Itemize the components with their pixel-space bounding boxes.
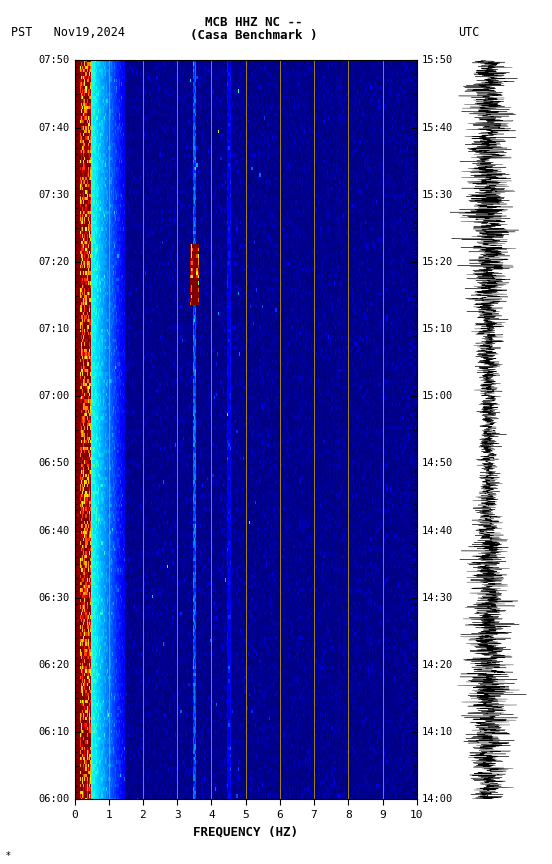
Text: 14:50: 14:50 bbox=[422, 459, 453, 468]
Text: 06:30: 06:30 bbox=[38, 593, 70, 603]
Text: 14:10: 14:10 bbox=[422, 727, 453, 737]
Text: 07:10: 07:10 bbox=[38, 324, 70, 334]
Text: 06:10: 06:10 bbox=[38, 727, 70, 737]
Text: 07:50: 07:50 bbox=[38, 55, 70, 66]
Text: 14:30: 14:30 bbox=[422, 593, 453, 603]
Text: UTC: UTC bbox=[458, 26, 480, 39]
Text: 15:00: 15:00 bbox=[422, 391, 453, 401]
Text: 07:20: 07:20 bbox=[38, 257, 70, 267]
Text: 06:40: 06:40 bbox=[38, 525, 70, 536]
Text: *: * bbox=[6, 851, 10, 861]
Text: 14:20: 14:20 bbox=[422, 660, 453, 670]
Text: 06:20: 06:20 bbox=[38, 660, 70, 670]
Text: 14:00: 14:00 bbox=[422, 794, 453, 804]
X-axis label: FREQUENCY (HZ): FREQUENCY (HZ) bbox=[193, 825, 298, 838]
Text: 15:30: 15:30 bbox=[422, 190, 453, 200]
Text: 07:00: 07:00 bbox=[38, 391, 70, 401]
Text: MCB HHZ NC --: MCB HHZ NC -- bbox=[205, 16, 302, 29]
Text: 15:50: 15:50 bbox=[422, 55, 453, 66]
Text: PST   Nov19,2024: PST Nov19,2024 bbox=[11, 26, 125, 39]
Text: 06:50: 06:50 bbox=[38, 459, 70, 468]
Text: 15:20: 15:20 bbox=[422, 257, 453, 267]
Text: 15:10: 15:10 bbox=[422, 324, 453, 334]
Text: 14:40: 14:40 bbox=[422, 525, 453, 536]
Text: 07:40: 07:40 bbox=[38, 123, 70, 133]
Text: (Casa Benchmark ): (Casa Benchmark ) bbox=[190, 29, 317, 42]
Text: 07:30: 07:30 bbox=[38, 190, 70, 200]
Text: 06:00: 06:00 bbox=[38, 794, 70, 804]
Text: 15:40: 15:40 bbox=[422, 123, 453, 133]
